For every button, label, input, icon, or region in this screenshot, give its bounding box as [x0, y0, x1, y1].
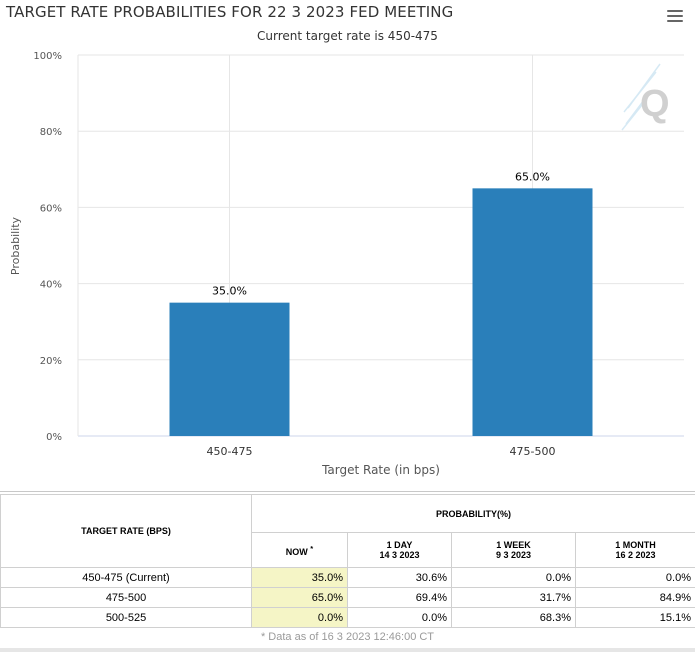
y-axis-title: Probability	[9, 216, 22, 275]
header-1-week-date: 9 3 2023	[495, 550, 532, 560]
y-tick-label: 60%	[40, 203, 62, 214]
header-1-month-date: 16 2 2023	[615, 550, 656, 560]
bar-chart: Q 0% 20% 40% 60% 80% 100% 35.0% 450-475 65.0% 475…	[9, 51, 684, 477]
data-timestamp-note: * Data as of 16 3 2023 12:46:00 CT	[260, 631, 435, 643]
rate-cell: 500-525	[0, 607, 252, 628]
header-1-day: 1 DAY 14 3 2023	[347, 532, 452, 568]
header-1-week: 1 WEEK 9 3 2023	[451, 532, 576, 568]
chart-title: TARGET RATE PROBABILITIES FOR 22 3 2023 …	[6, 3, 454, 21]
chart-panel: TARGET RATE PROBABILITIES FOR 22 3 2023 …	[6, 3, 684, 477]
x-tick-label: 475-500	[510, 445, 556, 458]
rate-cell: 475-500	[0, 587, 252, 608]
y-tick-label: 100%	[33, 51, 62, 62]
x-axis-title: Target Rate (in bps)	[321, 463, 440, 477]
month-cell: 84.9%	[575, 587, 695, 608]
y-tick-label: 40%	[40, 280, 62, 291]
week-cell: 31.7%	[451, 587, 576, 608]
month-cell: 0.0%	[575, 567, 695, 588]
quikstrike-logo-icon: Q	[621, 63, 670, 131]
now-cell: 0.0%	[251, 607, 348, 628]
y-tick-label: 80%	[40, 127, 62, 138]
week-cell: 0.0%	[451, 567, 576, 588]
y-tick-label: 20%	[40, 356, 62, 367]
table-row: 500-525 0.0% 0.0% 68.3% 15.1%	[0, 607, 695, 628]
probability-table: TARGET RATE (BPS) PROBABILITY(%) NOW * 1…	[0, 494, 695, 628]
y-tick-label: 0%	[46, 432, 62, 443]
bar-value-label: 35.0%	[212, 285, 247, 298]
header-target-rate: TARGET RATE (BPS)	[0, 494, 252, 568]
bar-450-475[interactable]	[169, 302, 290, 436]
bar-value-label: 65.0%	[515, 170, 550, 183]
header-now: NOW *	[251, 532, 348, 568]
chart-subtitle: Current target rate is 450-475	[257, 29, 438, 43]
header-1-day-date: 14 3 2023	[379, 550, 420, 560]
table-row: 450-475 (Current) 35.0% 30.6% 0.0% 0.0%	[0, 567, 695, 588]
header-now-mark: *	[310, 543, 314, 553]
month-cell: 15.1%	[575, 607, 695, 628]
week-cell: 68.3%	[451, 607, 576, 628]
panel-divider	[0, 491, 695, 492]
day-cell: 0.0%	[347, 607, 452, 628]
header-probability: PROBABILITY(%)	[251, 494, 695, 533]
now-cell: 65.0%	[251, 587, 348, 608]
bottom-border	[0, 648, 695, 652]
table-row: 475-500 65.0% 69.4% 31.7% 84.9%	[0, 587, 695, 608]
rate-cell: 450-475 (Current)	[0, 567, 252, 588]
header-1-month-label: 1 MONTH	[615, 540, 656, 550]
header-now-label: NOW	[285, 546, 308, 557]
header-1-day-label: 1 DAY	[386, 540, 413, 550]
header-1-week-label: 1 WEEK	[496, 540, 531, 550]
x-tick-label: 450-475	[207, 445, 253, 458]
bar-475-500[interactable]	[472, 188, 593, 436]
header-1-month: 1 MONTH 16 2 2023	[575, 532, 695, 568]
day-cell: 30.6%	[347, 567, 452, 588]
hamburger-menu-icon[interactable]	[667, 10, 683, 24]
watermark-letter: Q	[640, 83, 670, 125]
day-cell: 69.4%	[347, 587, 452, 608]
now-cell: 35.0%	[251, 567, 348, 588]
